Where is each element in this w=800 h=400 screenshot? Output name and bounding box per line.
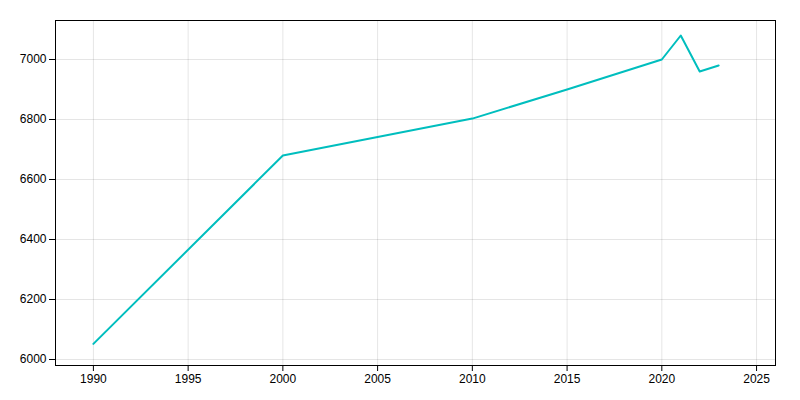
svg-text:1995: 1995 [175,372,202,386]
svg-text:2020: 2020 [648,372,675,386]
svg-text:2005: 2005 [364,372,391,386]
svg-text:6600: 6600 [20,172,47,186]
svg-text:2025: 2025 [743,372,770,386]
svg-text:6000: 6000 [20,352,47,366]
svg-text:2010: 2010 [459,372,486,386]
svg-text:6800: 6800 [20,112,47,126]
svg-text:2000: 2000 [270,372,297,386]
svg-text:2015: 2015 [554,372,581,386]
svg-text:7000: 7000 [20,52,47,66]
svg-text:6200: 6200 [20,292,47,306]
svg-text:1990: 1990 [80,372,107,386]
svg-text:6400: 6400 [20,232,47,246]
